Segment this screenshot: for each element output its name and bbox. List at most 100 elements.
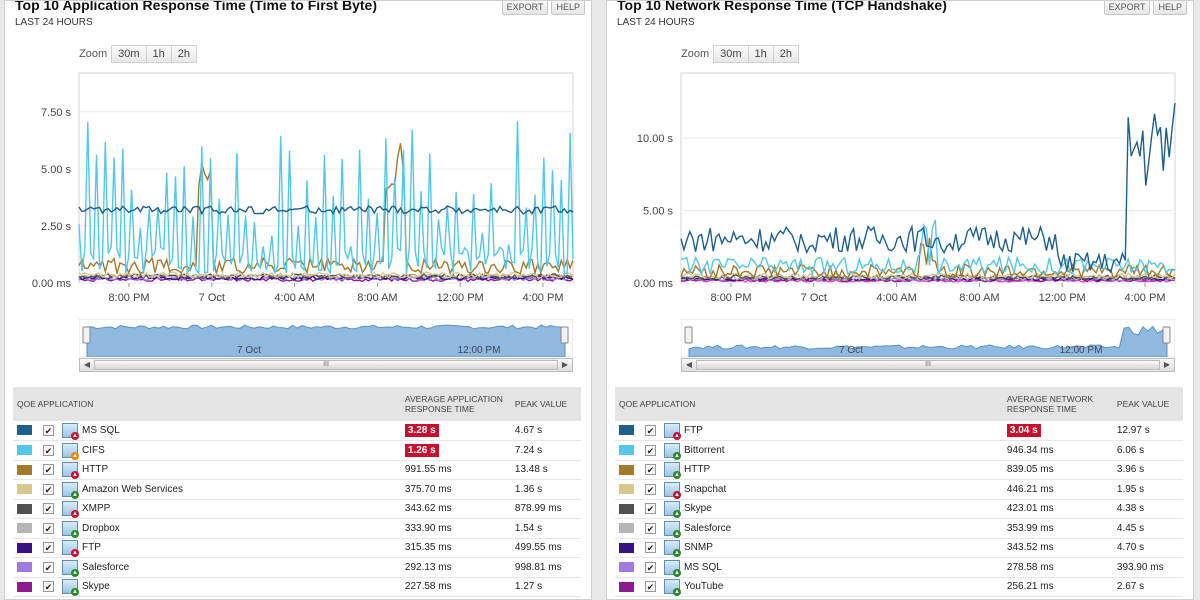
- range-navigator[interactable]: 7 Oct 12:00 PM: [681, 319, 1175, 357]
- table-row[interactable]: ✔ ▲ Bittorrent 946.34 ms 6.06 s: [615, 440, 1183, 461]
- series-checkbox[interactable]: ✔: [645, 483, 656, 495]
- export-button[interactable]: EXPORT: [501, 1, 549, 15]
- series-checkbox[interactable]: ✔: [43, 542, 54, 554]
- zoom-1h-button[interactable]: 1h: [747, 45, 774, 63]
- table-row[interactable]: ✔ ▲ YouTube 256.21 ms 2.67 s: [615, 577, 1183, 597]
- peak-value: 12.97 s: [1112, 421, 1183, 441]
- zoom-30m-button[interactable]: 30m: [713, 45, 749, 63]
- app-cell: ▲ Dropbox: [58, 518, 401, 539]
- avg-cell: 256.21 ms: [1002, 577, 1113, 597]
- app-cell: ▲ HTTP: [660, 460, 1003, 480]
- peak-value: 13.48 s: [510, 460, 581, 480]
- table-row[interactable]: ✔ ▲ Amazon Web Services 375.70 ms 1.36 s: [13, 479, 581, 500]
- series-checkbox[interactable]: ✔: [43, 444, 54, 456]
- checkbox-cell: ✔: [39, 577, 58, 597]
- series-line-snapchat[interactable]: [680, 271, 1176, 280]
- series-checkbox[interactable]: ✔: [645, 464, 656, 476]
- help-button[interactable]: HELP: [551, 1, 585, 15]
- table-row[interactable]: ✔ ▲ Salesforce 292.13 ms 998.81 ms: [13, 557, 581, 578]
- table-row[interactable]: ✔ ▲ Skype 227.58 ms 1.27 s: [13, 577, 581, 597]
- series-checkbox[interactable]: ✔: [645, 503, 656, 515]
- x-tick-label: 8:00 AM: [357, 292, 397, 304]
- scroll-left-arrow-icon[interactable]: ◀: [80, 359, 94, 371]
- navigator-handle[interactable]: [1162, 326, 1171, 344]
- panel-network-response: Top 10 Network Response Time (TCP Handsh…: [606, 0, 1194, 600]
- navigator-handle[interactable]: [560, 326, 569, 344]
- zoom-30m-button[interactable]: 30m: [111, 45, 147, 63]
- scroll-left-arrow-icon[interactable]: ◀: [682, 359, 696, 371]
- range-navigator[interactable]: 7 Oct 12:00 PM: [79, 319, 573, 357]
- col-header-app: QOE APPLICATION: [13, 387, 401, 421]
- series-checkbox[interactable]: ✔: [645, 424, 656, 436]
- table-row[interactable]: ✔ ▲ FTP 3.04 s 12.97 s: [615, 421, 1183, 441]
- peak-value: 4.70 s: [1112, 538, 1183, 558]
- range-scrollbar[interactable]: ◀ III ▶: [79, 358, 573, 372]
- series-checkbox[interactable]: ✔: [43, 424, 54, 436]
- export-button[interactable]: EXPORT: [1103, 1, 1151, 15]
- zoom-controls: Zoom 30m 1h 2h: [681, 45, 800, 63]
- app-name: Snapchat: [684, 483, 727, 495]
- avg-value: 227.58 ms: [404, 581, 452, 593]
- app-cell: ▲ Salesforce: [660, 518, 1003, 539]
- series-line-amazon-web-services[interactable]: [680, 278, 1176, 283]
- response-time-chart[interactable]: 0.00 ms 5.00 s 10.00 s 8:00 PM 7 Oct 4:00 AM 8…: [607, 61, 1194, 311]
- zoom-2h-button[interactable]: 2h: [170, 45, 198, 63]
- series-checkbox[interactable]: ✔: [43, 503, 54, 515]
- series-line-ms-sql[interactable]: [78, 205, 574, 216]
- avg-cell: 315.35 ms: [400, 538, 511, 558]
- series-line-ftp[interactable]: [680, 102, 1176, 274]
- table-row[interactable]: ✔ ▲ Snapchat 446.21 ms 1.95 s: [615, 479, 1183, 500]
- app-name: MS SQL: [82, 425, 120, 436]
- series-line-amazon-web-services[interactable]: [78, 271, 574, 279]
- series-checkbox[interactable]: ✔: [43, 483, 54, 495]
- table-row[interactable]: ✔ ▲ Dropbox 333.90 ms 1.54 s: [13, 518, 581, 539]
- application-icon: ▲: [62, 559, 79, 577]
- series-checkbox[interactable]: ✔: [645, 542, 656, 554]
- app-name: Salesforce: [684, 522, 732, 534]
- series-color-swatch: [619, 581, 634, 592]
- col-header-peak: PEAK VALUE: [510, 387, 581, 421]
- table-row[interactable]: ✔ ▲ Salesforce 353.99 ms 4.45 s: [615, 518, 1183, 539]
- table-row[interactable]: ✔ ▲ FTP 315.35 ms 499.55 ms: [13, 538, 581, 558]
- scroll-right-arrow-icon[interactable]: ▶: [1160, 359, 1174, 371]
- table-row[interactable]: ✔ ▲ SNMP 343.52 ms 4.70 s: [615, 538, 1183, 558]
- help-button[interactable]: HELP: [1153, 1, 1187, 15]
- series-line-xmpp[interactable]: [78, 272, 574, 280]
- table-row[interactable]: ✔ ▲ CIFS 1.26 s 7.24 s: [13, 440, 581, 461]
- peak-value: 2.67 s: [1112, 577, 1183, 597]
- app-cell: ▲ Salesforce: [58, 557, 401, 578]
- series-checkbox[interactable]: ✔: [645, 561, 656, 573]
- table-row[interactable]: ✔ ▲ Skype 423.01 ms 4.38 s: [615, 499, 1183, 519]
- scroll-right-arrow-icon[interactable]: ▶: [558, 359, 572, 371]
- app-name: FTP: [82, 542, 101, 554]
- peak-value: 847.95 ms: [1112, 596, 1183, 599]
- response-time-chart[interactable]: 0.00 ms 2.50 s 5.00 s 7.50 s 8:00 PM 7 Oct 4:0…: [5, 61, 592, 311]
- scroll-thumb[interactable]: III: [696, 360, 1160, 370]
- table-row[interactable]: ✔▲Amazon Web Services177.11 ms847.95 ms: [615, 596, 1183, 599]
- series-line-http[interactable]: [78, 143, 574, 276]
- series-line-snmp[interactable]: [680, 276, 1176, 282]
- series-checkbox[interactable]: ✔: [43, 561, 54, 573]
- navigator-handle[interactable]: [82, 326, 91, 344]
- navigator-handle[interactable]: [684, 326, 693, 344]
- table-row[interactable]: ✔ ▲ XMPP 343.62 ms 878.99 ms: [13, 499, 581, 519]
- range-scrollbar[interactable]: ◀ III ▶: [681, 358, 1175, 372]
- checkbox-cell: ✔: [641, 440, 660, 461]
- table-row[interactable]: ✔ ▲ MS SQL 278.58 ms 393.90 ms: [615, 557, 1183, 578]
- series-checkbox[interactable]: ✔: [645, 522, 656, 534]
- table-row[interactable]: ✔ ▲ HTTP 839.05 ms 3.96 s: [615, 460, 1183, 480]
- series-checkbox[interactable]: ✔: [43, 522, 54, 534]
- series-checkbox[interactable]: ✔: [645, 581, 656, 593]
- series-line-skype[interactable]: [680, 273, 1176, 281]
- color-cell: [615, 596, 641, 599]
- scroll-thumb[interactable]: III: [94, 360, 558, 370]
- series-checkbox[interactable]: ✔: [43, 581, 54, 593]
- table-row[interactable]: ✔ ▲ MS SQL 3.28 s 4.67 s: [13, 421, 581, 441]
- series-checkbox[interactable]: ✔: [645, 444, 656, 456]
- zoom-2h-button[interactable]: 2h: [772, 45, 800, 63]
- col-header-avg: AVERAGE NETWORK RESPONSE TIME: [1002, 387, 1113, 421]
- table-row[interactable]: ✔ ▲ HTTP 991.55 ms 13.48 s: [13, 460, 581, 480]
- series-line-skype[interactable]: [78, 276, 574, 283]
- checkbox-cell: ✔: [39, 557, 58, 578]
- series-checkbox[interactable]: ✔: [43, 464, 54, 476]
